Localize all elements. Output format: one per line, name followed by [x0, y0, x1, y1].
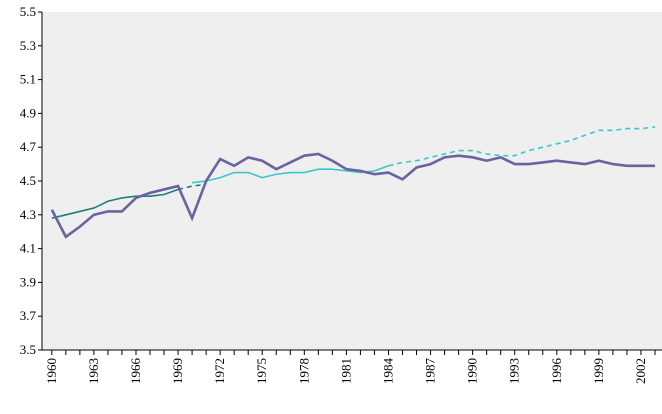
y-tick-label: 3.7: [20, 308, 37, 323]
y-tick-label: 4.3: [20, 207, 36, 222]
x-tick-label: 1996: [549, 358, 564, 385]
x-tick-label: 1990: [465, 358, 480, 384]
series-line: [388, 126, 656, 167]
series-line: [191, 165, 389, 184]
x-tick-label: 2002: [633, 358, 648, 384]
y-tick-label: 3.5: [20, 342, 36, 357]
series-line: [51, 188, 179, 219]
x-tick-label: 1993: [507, 358, 522, 384]
x-tick-label: 1978: [296, 358, 311, 384]
x-tick-label: 1963: [86, 358, 101, 384]
y-tick-label: 4.1: [20, 241, 36, 256]
x-tick-label: 1966: [128, 358, 143, 385]
series-line: [50, 152, 655, 239]
plot-area: [42, 12, 662, 350]
y-tick-label: 5.5: [20, 4, 36, 19]
x-tick-label: 1999: [591, 358, 606, 384]
series-line: [177, 183, 207, 191]
x-tick-label: 1969: [170, 358, 185, 384]
y-tick-label: 4.7: [20, 139, 37, 154]
x-tick-label: 1975: [254, 358, 269, 384]
y-tick-label: 4.5: [20, 173, 36, 188]
y-tick-label: 4.9: [20, 105, 36, 120]
y-tick-label: 5.3: [20, 38, 36, 53]
y-tick-label: 5.1: [20, 72, 36, 87]
x-tick-label: 1984: [380, 358, 395, 385]
y-tick-label: 3.9: [20, 274, 36, 289]
x-tick-label: 1972: [212, 358, 227, 384]
x-tick-label: 1987: [423, 358, 438, 385]
x-tick-label: 1960: [44, 358, 59, 384]
x-tick-label: 1981: [338, 358, 353, 384]
